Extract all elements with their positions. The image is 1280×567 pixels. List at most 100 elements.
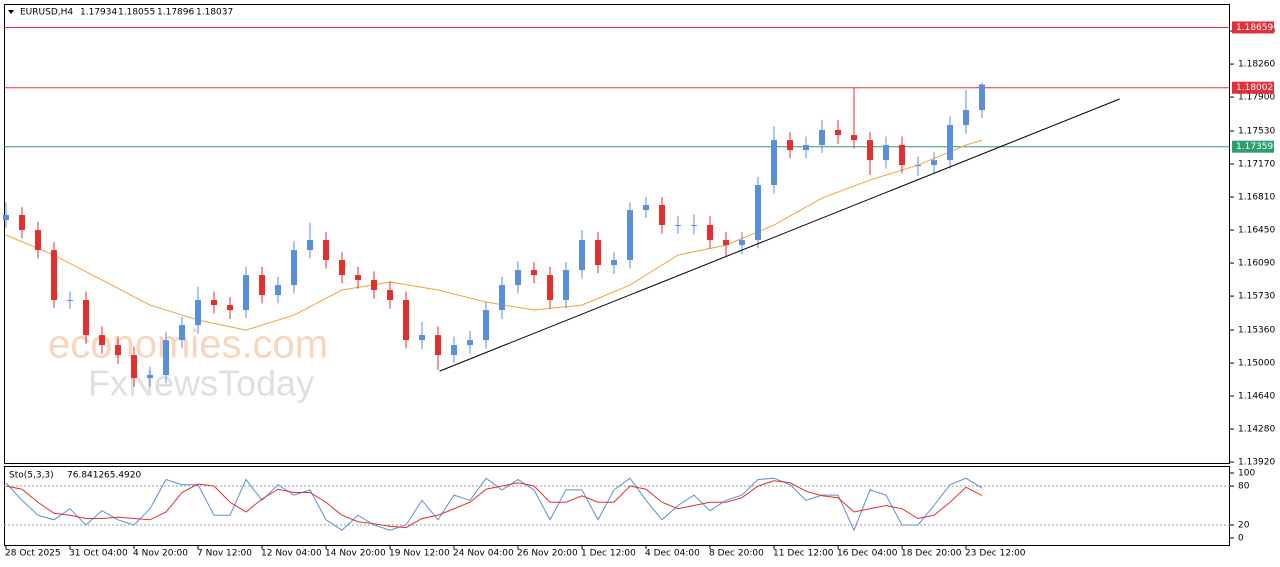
candle-body xyxy=(755,185,761,241)
candle-body xyxy=(483,310,489,341)
watermark: FxNewsToday xyxy=(88,363,314,404)
candle-body xyxy=(51,250,57,301)
candle-body xyxy=(931,160,937,166)
y-tick-label: 1.17900 xyxy=(1238,93,1275,103)
x-tick-label: 4 Dec 04:00 xyxy=(645,549,700,559)
x-tick-label: 11 Dec 12:00 xyxy=(773,549,834,559)
candle-body xyxy=(819,130,825,146)
candle-body xyxy=(579,240,585,271)
high-price: 1.18055 xyxy=(118,8,155,18)
level-label: 1.17359 xyxy=(1236,142,1273,152)
candle-body xyxy=(899,145,905,166)
candle-body xyxy=(163,340,169,376)
candle-body xyxy=(659,205,665,226)
candle-body xyxy=(307,240,313,251)
y-tick-label: 1.17530 xyxy=(1238,127,1275,137)
y-tick-label: 1.15730 xyxy=(1238,292,1275,302)
x-tick-label: 26 Nov 20:00 xyxy=(517,549,578,559)
candle-body xyxy=(627,210,633,261)
candle-body xyxy=(467,340,473,346)
candle-body xyxy=(611,260,617,266)
trendline xyxy=(439,98,1120,372)
candle-body xyxy=(147,375,153,379)
x-tick-label: 19 Nov 12:00 xyxy=(389,549,450,559)
low-price: 1.17896 xyxy=(157,8,194,18)
x-tick-label: 12 Nov 04:00 xyxy=(261,549,322,559)
watermark: economies.com xyxy=(48,323,328,367)
candle-body xyxy=(179,325,185,341)
candle-body xyxy=(387,290,393,301)
y-tick-label: 1.14640 xyxy=(1238,392,1275,402)
x-tick-label: 31 Oct 04:00 xyxy=(69,549,128,559)
candle-body xyxy=(275,285,281,296)
candle-body xyxy=(19,215,25,231)
indicator-title: Sto(5,3,3) xyxy=(9,471,54,481)
candle-body xyxy=(131,355,137,379)
candle-body xyxy=(547,275,553,301)
x-tick-label: 1 Dec 12:00 xyxy=(581,549,636,559)
y-tick-label: 1.14280 xyxy=(1238,425,1275,435)
candle-body xyxy=(195,300,201,326)
y-tick-label: 1.16450 xyxy=(1238,226,1275,236)
y-tick-label: 1.15000 xyxy=(1238,359,1275,369)
candle-body xyxy=(67,300,73,302)
x-tick-label: 18 Dec 20:00 xyxy=(901,549,962,559)
x-tick-label: 8 Dec 20:00 xyxy=(709,549,764,559)
moving-average xyxy=(5,139,983,331)
stochastic-line xyxy=(5,477,983,532)
candle-body xyxy=(787,140,793,151)
candle-body xyxy=(211,300,217,306)
candle-body xyxy=(739,240,745,246)
y-tick-label: 1.16090 xyxy=(1238,259,1275,269)
candle-body xyxy=(99,335,105,346)
candle-body xyxy=(691,225,697,227)
candle-body xyxy=(115,345,121,356)
y-tick-label: 80 xyxy=(1238,482,1250,492)
y-tick-label: 0 xyxy=(1238,533,1244,543)
candle-body xyxy=(291,250,297,286)
y-tick-label: 1.18260 xyxy=(1238,60,1275,70)
x-tick-label: 24 Nov 04:00 xyxy=(453,549,514,559)
candle-body xyxy=(835,130,841,136)
candle-body xyxy=(515,270,521,286)
candle-body xyxy=(723,240,729,246)
candle-body xyxy=(355,275,361,281)
candle-body xyxy=(83,300,89,336)
x-tick-label: 14 Nov 20:00 xyxy=(325,549,386,559)
level-box xyxy=(1232,21,1274,34)
candle-body xyxy=(3,215,9,220)
candle-body xyxy=(419,335,425,341)
candle-body xyxy=(259,275,265,296)
candle-body xyxy=(339,260,345,276)
menu-arrow[interactable] xyxy=(8,10,14,14)
stochastic-line xyxy=(5,480,983,529)
candle-body xyxy=(499,285,505,311)
x-tick-label: 23 Dec 12:00 xyxy=(965,549,1026,559)
candle-body xyxy=(675,225,681,227)
y-tick-label: 100 xyxy=(1238,469,1255,479)
y-tick-label: 1.13920 xyxy=(1238,458,1275,468)
candle-body xyxy=(563,270,569,301)
candle-body xyxy=(595,240,601,266)
level-label: 1.18659 xyxy=(1236,23,1273,33)
symbol: EURUSD,H4 xyxy=(20,8,73,18)
candle-body xyxy=(771,140,777,186)
candle-body xyxy=(227,305,233,311)
close-price: 1.18037 xyxy=(196,8,233,18)
x-tick-label: 7 Nov 12:00 xyxy=(197,549,252,559)
open-price: 1.17934 xyxy=(80,8,117,18)
y-tick-label: 1.17170 xyxy=(1238,160,1275,170)
x-tick-label: 28 Oct 2025 xyxy=(5,549,61,559)
candle-body xyxy=(707,225,713,241)
candle-body xyxy=(35,230,41,251)
indicator-main: 76.8412 xyxy=(67,471,104,481)
candle-body xyxy=(371,280,377,291)
candle-body xyxy=(963,110,969,126)
x-tick-label: 4 Nov 20:00 xyxy=(133,549,188,559)
indicator-pane xyxy=(4,466,1230,546)
x-tick-label: 16 Dec 04:00 xyxy=(837,549,898,559)
candle-body xyxy=(915,165,921,167)
candle-body xyxy=(451,345,457,356)
y-tick-label: 1.15360 xyxy=(1238,326,1275,336)
level-box xyxy=(1232,81,1274,94)
